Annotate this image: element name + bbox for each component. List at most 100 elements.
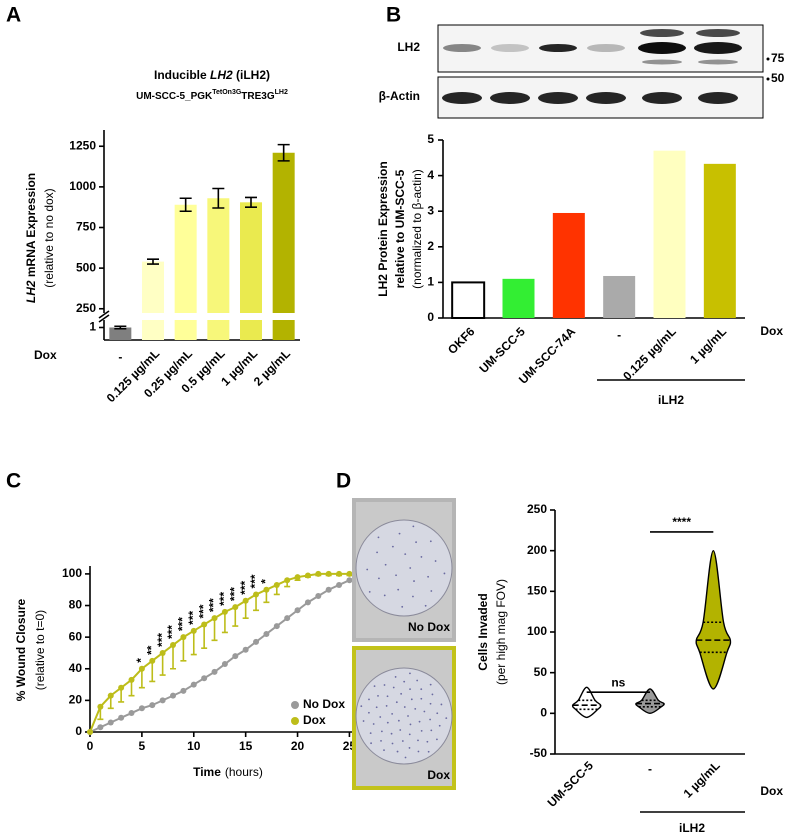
data-point [315, 570, 322, 577]
cell-speck [434, 560, 437, 562]
bar [272, 152, 295, 340]
error-bar [170, 645, 177, 670]
cell-speck [420, 688, 423, 691]
cell-speck [430, 729, 433, 732]
bar [703, 163, 736, 318]
error-bar [211, 618, 218, 642]
cell-speck [377, 536, 380, 539]
bar [603, 275, 636, 318]
cell-speck [362, 720, 365, 722]
cell-speck [401, 740, 404, 742]
data-point [159, 649, 166, 656]
data-point [284, 615, 291, 622]
cell-speck [401, 605, 404, 608]
data-point [294, 574, 301, 581]
bar [653, 150, 686, 318]
y-axis-sublabel: (normalized to β-actin) [410, 169, 424, 289]
y-tick-label: 0 [427, 310, 434, 324]
blot-band [642, 92, 682, 104]
y-tick-label: 80 [69, 598, 83, 612]
data-point [138, 705, 145, 712]
data-point [118, 714, 125, 721]
y-tick-label: 5 [427, 132, 434, 146]
cell-speck [360, 705, 363, 708]
significance-label: *** [238, 580, 252, 594]
cell-speck [429, 540, 432, 543]
data-point [325, 586, 332, 593]
data-point [232, 604, 239, 611]
y-axis-sublabel: (per high mag FOV) [494, 579, 508, 685]
data-point [87, 729, 93, 735]
data-point [284, 577, 291, 584]
cell-speck [420, 556, 423, 558]
y-tick-label: 40 [69, 661, 83, 675]
cell-speck [436, 712, 439, 715]
marker-dot [766, 57, 770, 61]
data-point [97, 724, 104, 731]
data-point [346, 570, 353, 577]
cell-speck [418, 720, 421, 723]
cell-speck [413, 580, 415, 582]
cell-speck [438, 724, 441, 727]
cell-speck [400, 692, 403, 695]
cell-speck [383, 749, 385, 752]
blot-marker: 75 [771, 51, 785, 65]
cell-speck [403, 706, 406, 708]
y-tick-label: 4 [427, 168, 434, 182]
cell-speck [379, 716, 382, 718]
data-point [336, 581, 343, 588]
y-tick-label: 250 [76, 301, 96, 315]
x-tick-label: 20 [291, 739, 305, 753]
cell-speck [445, 717, 448, 720]
group-label: iLH2 [679, 821, 705, 835]
chart-subtitle: UM-SCC-5_PGKTetOn3GTRE3GLH2 [136, 89, 288, 102]
data-point [107, 719, 114, 726]
data-point [128, 676, 135, 683]
cell-speck [397, 719, 400, 722]
data-point [149, 657, 156, 664]
cell-speck [383, 594, 386, 597]
significance-label: *** [165, 625, 179, 639]
cell-speck [373, 685, 376, 688]
cell-speck [431, 693, 434, 696]
data-point [190, 681, 197, 688]
error-bar [212, 187, 225, 209]
blot-band [638, 42, 686, 54]
data-point [273, 623, 280, 630]
cell-speck [397, 588, 400, 591]
panel-letter: D [336, 470, 351, 493]
y-tick-label: 0 [540, 706, 547, 720]
cell-speck [384, 563, 387, 566]
blot-label: LH2 [397, 40, 420, 54]
cell-speck [423, 710, 426, 713]
error-bar [190, 630, 197, 656]
cell-speck [394, 676, 397, 678]
comparison-label: ns [611, 675, 625, 689]
cell-speck [368, 590, 371, 593]
y-tick-label: 2 [427, 239, 434, 253]
data-point [159, 697, 166, 704]
image-label: No Dox [408, 620, 450, 634]
x-axis-label: Time (hours) [193, 765, 263, 779]
significance-label: *** [248, 574, 262, 588]
y-axis-label: relative to UM-SCC-5 [393, 169, 407, 288]
data-point [294, 607, 301, 614]
legend-label: Dox [303, 713, 326, 727]
blot-band [491, 44, 529, 52]
cell-speck [409, 723, 412, 726]
cell-speck [429, 702, 432, 705]
cell-speck [426, 740, 429, 743]
cell-speck [408, 733, 411, 736]
data-point [221, 608, 228, 615]
bar [502, 278, 535, 318]
blot-marker: 50 [771, 71, 785, 85]
data-point [107, 692, 114, 699]
error-bar [147, 258, 159, 265]
cell-speck [429, 718, 432, 721]
y-label-part: LH2 [24, 280, 38, 303]
significance-label: *** [217, 592, 231, 606]
y-tick-label: 750 [76, 220, 96, 234]
y-axis-sublabel: (relative to t=0) [33, 610, 47, 690]
y-tick-label: -50 [530, 746, 548, 760]
cell-speck [412, 525, 415, 528]
